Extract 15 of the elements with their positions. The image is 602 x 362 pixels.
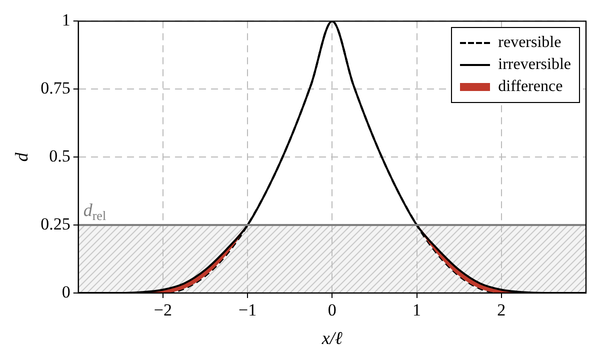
x-tick-label: 2 <box>497 300 506 320</box>
x-tick-label: −2 <box>154 300 172 320</box>
y-tick-label: 0.75 <box>40 78 70 98</box>
y-axis-title: d <box>12 152 32 162</box>
y-tick-label: 0.25 <box>40 214 70 234</box>
legend-label: difference <box>498 77 563 98</box>
x-axis-title: x/ℓ <box>320 328 343 348</box>
legend-label: irreversible <box>498 55 571 76</box>
legend-label: reversible <box>498 33 562 54</box>
x-tick-label: 0 <box>328 300 336 320</box>
y-tick-label: 0 <box>62 282 70 302</box>
y-tick-label: 0.5 <box>49 146 70 166</box>
y-tick-label: 1 <box>62 10 70 30</box>
x-tick-label: 1 <box>412 300 422 320</box>
x-tick-label: −1 <box>238 300 257 320</box>
